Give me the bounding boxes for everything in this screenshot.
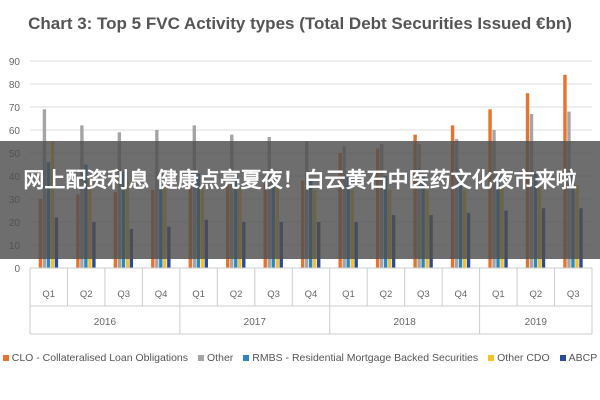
legend-item: Other CDO [488,352,550,364]
year-group-label: 2017 [244,317,267,328]
x-tick-label: Q3 [267,289,280,300]
x-tick-label: Q1 [192,289,205,300]
legend-label: Other [207,352,234,364]
y-tick-label: 60 [9,126,21,137]
legend-swatch [559,355,566,361]
x-tick-label: Q2 [80,289,93,300]
x-tick-label: Q1 [492,289,505,300]
x-tick-label: Q2 [230,289,243,300]
legend-swatch [2,355,9,361]
legend-swatch [488,355,495,361]
y-tick-label: 70 [9,103,21,114]
x-tick-label: Q3 [567,289,580,300]
legend-item: CLO - Collateralised Loan Obligations [2,352,189,364]
x-axis: Q1 Q2 Q3 Q4 Q1 Q2 Q3 Q4 Q1 Q2 Q3 Q4 Q1 Q2 Q3 2016 2017 20… [29,267,593,335]
x-tick-label: Q2 [529,289,542,300]
legend-swatch [198,355,205,361]
year-group-label: 2016 [94,317,117,328]
legend-label: Other CDO [497,352,550,364]
x-tick-label: Q4 [155,289,168,300]
x-tick-label: Q1 [42,289,55,300]
legend-label: ABCP [568,352,598,364]
legend: CLO - Collateralised Loan Obligations Oth… [0,352,600,364]
x-tick-label: Q4 [305,289,318,300]
legend-item: RMBS - Residential Mortgage Backed Secur… [243,352,478,364]
x-tick-label: Q1 [342,289,355,300]
y-tick-label: 0 [14,264,20,275]
legend-label: CLO - Collateralised Loan Obligations [11,352,189,364]
x-tick-label: Q3 [117,289,130,300]
year-group-label: 2019 [525,317,548,328]
legend-item: ABCP [559,352,598,364]
x-tick-label: Q4 [455,289,468,300]
legend-label: RMBS - Residential Mortgage Backed Secur… [252,352,479,364]
x-tick-label: Q2 [380,289,393,300]
legend-item: Other [198,352,233,364]
overlay-caption: 网上配资利息 健康点亮夏夜！白云黄石中医药文化夜市来啦 [23,168,577,192]
year-group-label: 2018 [394,317,417,328]
y-tick-label: 90 [9,57,21,68]
x-tick-label: Q3 [417,289,430,300]
caption-overlay: 网上配资利息 健康点亮夏夜！白云黄石中医药文化夜市来啦 [0,141,600,259]
chart-title: Chart 3: Top 5 FVC Activity types (Total… [28,14,572,33]
y-tick-label: 80 [9,80,21,91]
legend-swatch [243,355,250,361]
